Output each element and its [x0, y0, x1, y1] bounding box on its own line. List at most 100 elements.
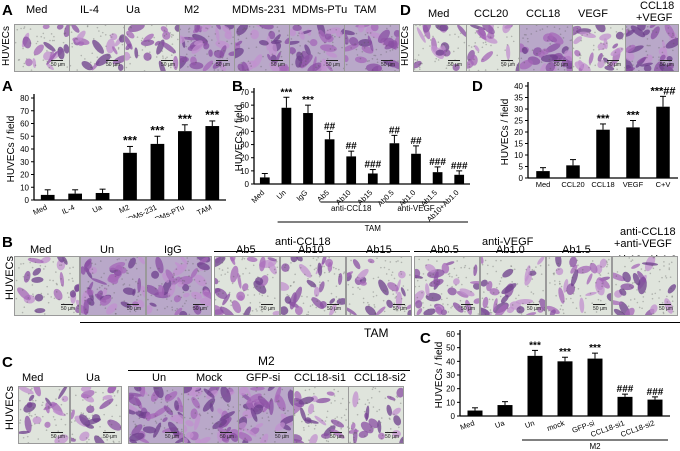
chart-a: 0 10 20 30 40 50 60 70 80 HUVECs / field Med IL-4 Ua… — [6, 94, 226, 218]
x-tick-label: CCL18-si2 — [619, 418, 655, 439]
photo-label-d-med: Med — [428, 8, 450, 20]
y-tick-label: 30 — [514, 105, 523, 114]
bar-tam — [205, 126, 220, 200]
bar-ab1-0 — [411, 153, 421, 184]
photo-label-c-mock: Mock — [196, 372, 223, 384]
bar-m2 — [123, 152, 137, 200]
photo-a-mdms-231: 50 µm — [234, 24, 290, 72]
panel-letter-b-chart: B — [232, 78, 243, 95]
photo-c-ccl18-si1: 50 µm — [293, 386, 349, 444]
photo-b-3: 50 µm — [214, 256, 280, 316]
y-tick-label: 60 — [446, 330, 455, 339]
bar-ab0-5 — [389, 143, 400, 184]
bar-vegf — [626, 127, 640, 178]
bar-ab5 — [324, 139, 335, 184]
photo-label-a-tam: TAM — [354, 4, 377, 16]
y-tick-label: 30 — [240, 141, 249, 150]
photo-label-d-ccl20: CCL20 — [474, 8, 509, 20]
bar-mdms-231 — [150, 143, 165, 200]
scale-bar: 50 µm — [275, 434, 289, 440]
photo-label-b-un: Un — [100, 244, 115, 256]
x-tick-label: M2 — [118, 203, 131, 216]
bar-ccl20 — [566, 165, 580, 178]
significance-label: *** — [589, 343, 601, 354]
photo-c-med: 50 µm — [18, 386, 70, 444]
bar-mdms-ptu — [178, 131, 192, 200]
panel-letter-a-chart: A — [2, 78, 13, 95]
x-tick-label: Ua — [494, 418, 507, 430]
x-tick-label: Med — [459, 418, 476, 431]
y-axis-label: HUVECs / field — [500, 99, 511, 166]
panel-letter-d-top: D — [400, 2, 411, 19]
significance-label: *** — [627, 110, 641, 122]
x-tick-label: Ab5 — [315, 188, 331, 204]
x-tick-label: Un — [524, 418, 536, 430]
significance-label: ## — [324, 121, 336, 132]
x-tick-label: Ua — [91, 202, 104, 215]
scale-bar: 50 µm — [554, 62, 568, 68]
significance-label: ***## — [650, 85, 675, 97]
x-tick-label: C+V — [656, 180, 671, 189]
y-tick-label: 60 — [20, 120, 29, 129]
bar-mock — [557, 361, 573, 416]
bar-ab10-ab1-0 — [454, 174, 465, 184]
significance-label: ## — [346, 141, 358, 152]
group-line-m2 — [128, 370, 410, 371]
scale-bar: 50 µm — [448, 62, 462, 68]
scale-bar: 50 µm — [127, 306, 141, 312]
significance-label: ### — [647, 387, 664, 398]
photo-c-ccl18-si2: 50 µm — [348, 386, 404, 444]
photo-d-0: 50 µm — [413, 24, 467, 72]
significance-label: ## — [389, 125, 401, 136]
photo-label-c-gfp-si: GFP-si — [246, 372, 281, 384]
y-tick-label: 60 — [240, 101, 249, 110]
panel-letter-c-photos: C — [2, 354, 13, 371]
photo-label-c-ccl18-si1: CCL18-si1 — [294, 372, 346, 384]
photo-label-b-ab15: Ab15 — [366, 244, 392, 256]
photo-c-gfp-si: 50 µm — [238, 386, 294, 444]
scale-bar: 50 µm — [660, 62, 674, 68]
scale-bar: 50 µm — [593, 306, 607, 312]
photo-a-ua: 50 µm — [124, 24, 180, 72]
bar-ua — [497, 405, 513, 416]
photo-a-mdms-ptu: 50 µm — [289, 24, 345, 72]
row-label-a-top: HUVECs — [1, 25, 12, 66]
panel-letter-b-photos: B — [2, 234, 13, 251]
scale-bar: 50 µm — [193, 306, 207, 312]
y-tick-label: 10 — [446, 398, 455, 407]
group-label-combo-1: anti-CCL18 — [620, 226, 676, 238]
photo-b-2: 50 µm — [146, 256, 212, 316]
photo-b-7: 50 µm — [480, 256, 546, 316]
scale-bar: 50 µm — [161, 62, 175, 68]
x-tick-label: CCL18 — [591, 180, 614, 189]
significance-label: *** — [150, 123, 164, 137]
group-line-anti-vegf — [414, 251, 610, 252]
scale-bar: 50 µm — [330, 434, 344, 440]
x-tick-label: VEGF — [623, 180, 644, 189]
bar-igg — [303, 113, 313, 184]
y-tick-label: 70 — [20, 107, 29, 116]
scale-bar: 50 µm — [51, 62, 65, 68]
photo-a-med: 50 µm — [14, 24, 70, 72]
y-tick-label: 35 — [514, 94, 523, 103]
y-tick-label: 30 — [446, 371, 455, 380]
scale-bar: 50 µm — [385, 434, 399, 440]
x-tick-label: CCL20 — [561, 180, 584, 189]
photo-a-tam: 50 µm — [344, 24, 400, 72]
tam-label: TAM — [364, 326, 389, 340]
y-tick-label: 50 — [240, 114, 249, 123]
photo-label-ccl18-vegf-line2: +VEGF — [636, 12, 673, 24]
photo-d-1: 50 µm — [466, 24, 520, 72]
photo-label-a-il-4: IL-4 — [80, 4, 99, 16]
y-tick-label: 40 — [446, 357, 455, 366]
x-tick-label: IL-4 — [60, 203, 76, 217]
bar-ccl18 — [596, 129, 610, 178]
significance-label: *** — [302, 95, 314, 106]
photo-b-6: 50 µm — [414, 256, 480, 316]
bar-ab10 — [346, 156, 357, 184]
scale-bar: 50 µm — [501, 62, 515, 68]
group-label-anti-vegf: anti-VEGF — [482, 236, 534, 248]
photo-c-un: 50 µm — [128, 386, 184, 444]
photo-label-b-ab5: Ab5 — [236, 244, 256, 256]
y-tick-label: 40 — [514, 82, 523, 91]
